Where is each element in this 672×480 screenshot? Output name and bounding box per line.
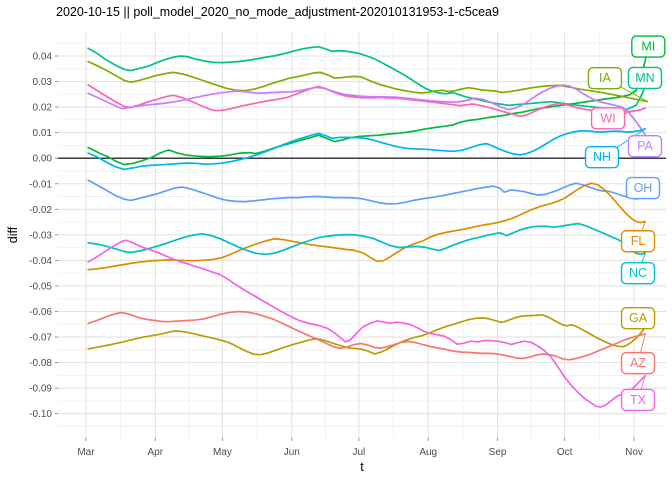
svg-text:-0.06: -0.06 [29, 307, 52, 318]
svg-text:Sep: Sep [489, 447, 507, 458]
axis-ticks [55, 55, 635, 441]
series-line-FL [87, 182, 647, 271]
state-label-box-PA [627, 134, 663, 158]
svg-text:-0.10: -0.10 [29, 409, 52, 420]
series-line-AZ [87, 310, 647, 361]
state-label-text-WI: WI [600, 111, 615, 125]
state-label-text-IA: IA [599, 71, 611, 85]
state-label-TX: TX [620, 388, 656, 412]
svg-text:May: May [213, 447, 232, 458]
state-label-AZ: AZ [620, 351, 656, 375]
state-label-text-FL: FL [631, 234, 646, 248]
state-label-NH: NH [584, 145, 620, 169]
state-label-box-TX [620, 388, 656, 412]
x-axis-title: t [360, 460, 364, 474]
series-line-OH [87, 179, 647, 205]
chart-title: 2020-10-15 || poll_model_2020_no_mode_ad… [56, 5, 499, 19]
state-label-box-AZ [620, 351, 656, 375]
svg-text:0.00: 0.00 [33, 154, 53, 165]
series-line-TX [87, 239, 647, 408]
state-label-box-MN [627, 66, 663, 90]
state-label-OH: OH [625, 176, 661, 200]
y-axis-title: diff [6, 226, 20, 244]
svg-text:Apr: Apr [148, 447, 164, 458]
svg-text:-0.07: -0.07 [29, 333, 52, 344]
state-label-text-MI: MI [641, 40, 655, 54]
svg-text:-0.04: -0.04 [29, 256, 52, 267]
svg-text:Aug: Aug [419, 447, 437, 458]
state-label-box-NC [620, 261, 656, 285]
svg-text:0.01: 0.01 [33, 128, 53, 139]
x-tick-labels: Mar Apr May Jun Jul Aug Sep Oct Nov [77, 447, 643, 458]
state-label-NC: NC [620, 261, 656, 285]
svg-text:-0.05: -0.05 [29, 281, 52, 292]
svg-text:Nov: Nov [625, 447, 643, 458]
state-label-text-TX: TX [630, 393, 647, 407]
state-label-text-NC: NC [629, 266, 647, 280]
state-label-box-GA [620, 306, 656, 330]
series-line-GA [87, 313, 647, 356]
state-label-MI: MI [631, 35, 666, 58]
state-label-MN: MN [627, 66, 663, 90]
state-label-box-MI [631, 35, 666, 58]
svg-text:-0.08: -0.08 [29, 358, 52, 369]
svg-text:-0.03: -0.03 [29, 230, 52, 241]
state-label-GA: GA [620, 306, 656, 330]
svg-text:0.02: 0.02 [33, 103, 53, 114]
svg-text:-0.01: -0.01 [29, 179, 52, 190]
svg-text:0.04: 0.04 [33, 51, 53, 62]
state-label-text-GA: GA [629, 311, 648, 325]
svg-text:Jun: Jun [284, 447, 300, 458]
state-label-text-OH: OH [634, 181, 653, 195]
series-line-PA [87, 84, 649, 140]
svg-text:Jul: Jul [352, 447, 365, 458]
svg-text:Oct: Oct [557, 447, 573, 458]
series-lines [87, 45, 649, 408]
svg-text:Mar: Mar [77, 447, 95, 458]
svg-text:-0.02: -0.02 [29, 205, 52, 216]
state-label-text-PA: PA [637, 139, 653, 153]
state-label-text-AZ: AZ [630, 356, 646, 370]
y-tick-labels: 0.04 0.03 0.02 0.01 0.00 -0.01 -0.02 -0.03 -0.04… [29, 51, 52, 420]
state-label-box-FL [620, 230, 656, 253]
series-line-NC [87, 222, 647, 256]
series-line-MN [87, 45, 649, 112]
svg-text:0.03: 0.03 [33, 77, 53, 88]
state-label-box-IA [587, 67, 623, 90]
state-label-PA: PA [627, 134, 663, 158]
svg-text:-0.09: -0.09 [29, 384, 52, 395]
state-label-text-MN: MN [635, 71, 654, 85]
state-label-IA: IA [587, 67, 623, 90]
state-label-text-NH: NH [593, 150, 611, 164]
state-label-box-OH [625, 176, 661, 200]
state-label-WI: WI [590, 107, 626, 130]
series-line-NH [87, 127, 647, 171]
state-label-box-NH [584, 145, 620, 169]
state-labels: MI MN IA WI PA NH OH FL NC GA AZ TX [584, 35, 666, 412]
state-label-FL: FL [620, 230, 656, 253]
state-label-box-WI [590, 107, 626, 130]
